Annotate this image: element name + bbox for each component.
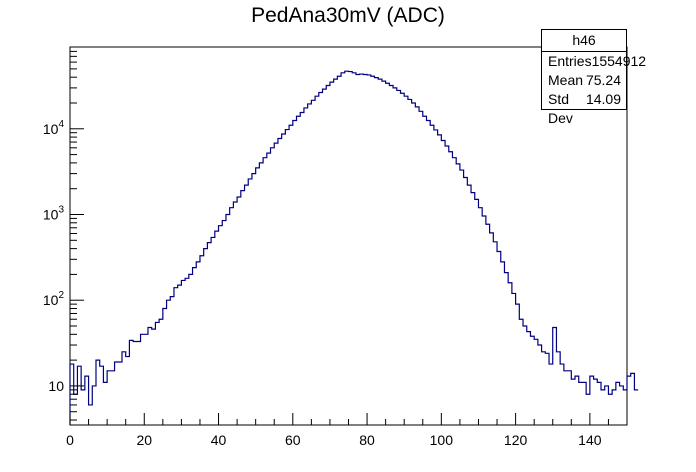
y-tick-label: 102 xyxy=(43,290,65,308)
stats-entries-value: 1554912 xyxy=(591,53,647,69)
stats-mean-label: Mean xyxy=(548,72,584,88)
x-tick-label: 100 xyxy=(430,432,454,448)
stats-mean-value: 75.24 xyxy=(585,72,621,88)
x-tick-label: 20 xyxy=(136,432,152,448)
stats-row-stddev: Std Dev 14.09 xyxy=(542,90,626,126)
x-tick-label: 60 xyxy=(285,432,301,448)
chart-title: PedAna30mV (ADC) xyxy=(251,4,445,27)
histogram-line xyxy=(69,70,639,425)
x-tick-label: 0 xyxy=(66,432,74,448)
stats-row-entries: Entries 1554912 xyxy=(542,52,646,71)
stats-stddev-value: 14.09 xyxy=(585,91,621,107)
stats-box: h46 Entries 1554912 Mean 75.24 Std Dev 1… xyxy=(541,29,646,126)
stats-histogram-name: h46 xyxy=(542,30,626,52)
x-tick-label: 120 xyxy=(504,432,528,448)
y-tick-label: 104 xyxy=(43,119,65,137)
stats-row-mean: Mean 75.24 xyxy=(542,71,626,90)
y-tick-label: 10 xyxy=(48,378,64,394)
stats-entries-label: Entries xyxy=(548,53,592,69)
x-tick-label: 140 xyxy=(578,432,602,448)
y-tick-label: 103 xyxy=(43,204,65,222)
x-tick-label: 80 xyxy=(359,432,375,448)
x-tick-label: 40 xyxy=(211,432,227,448)
stats-stddev-label: Std Dev xyxy=(548,91,573,126)
